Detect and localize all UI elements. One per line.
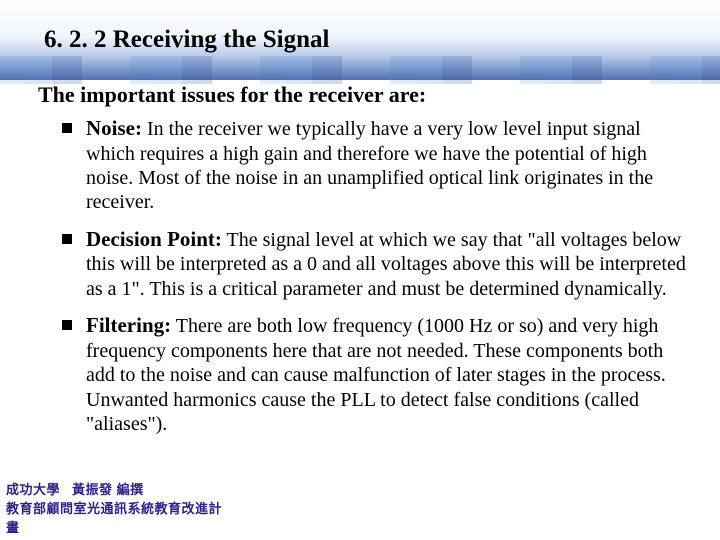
bullet-lead: Noise: xyxy=(86,116,142,140)
footer-author: 黃振發 編撰 xyxy=(72,482,144,497)
footer-line-1: 成功大學黃振發 編撰 xyxy=(6,479,222,498)
bullet-text: There are both low frequency (1000 Hz or… xyxy=(86,315,666,435)
footer-line-3: 畫 xyxy=(6,517,222,536)
list-item: Noise: In the receiver we typically have… xyxy=(62,116,690,215)
list-item: Decision Point: The signal level at whic… xyxy=(62,227,690,301)
bullet-lead: Decision Point: xyxy=(86,227,222,251)
footer-line-2: 教育部顧問室光通訊系統教育改進計 xyxy=(6,498,222,517)
bullet-list: Noise: In the receiver we typically have… xyxy=(44,116,690,436)
list-item: Filtering: There are both low frequency … xyxy=(62,313,690,436)
bullet-text: In the receiver we typically have a very… xyxy=(86,118,653,213)
slide-footer: 成功大學黃振發 編撰 教育部顧問室光通訊系統教育改進計 畫 xyxy=(6,479,222,536)
bullet-lead: Filtering: xyxy=(86,313,171,337)
footer-university: 成功大學 xyxy=(6,482,60,497)
slide-title: 6. 2. 2 Receiving the Signal xyxy=(44,26,690,54)
slide-content: 6. 2. 2 Receiving the Signal The importa… xyxy=(0,0,720,436)
slide-subtitle: The important issues for the receiver ar… xyxy=(38,82,690,108)
